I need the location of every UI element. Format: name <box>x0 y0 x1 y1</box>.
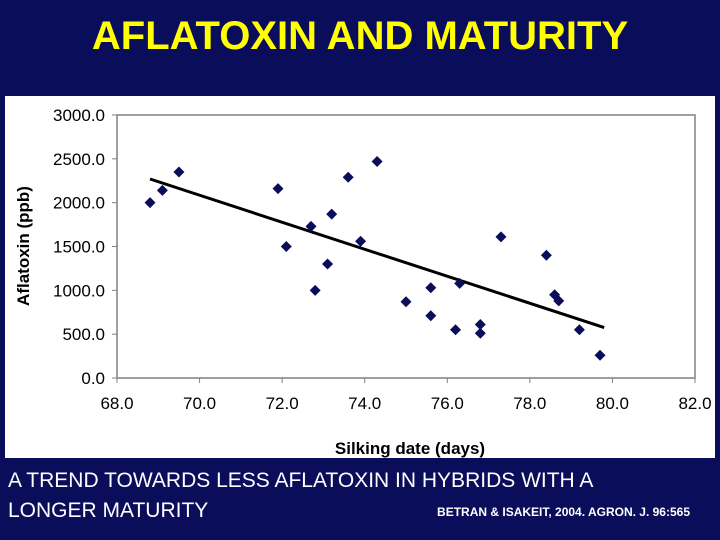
data-point <box>594 349 606 361</box>
y-tick-label: 1000.0 <box>53 281 105 300</box>
data-point <box>272 183 284 195</box>
trendline <box>149 177 605 330</box>
x-tick-label: 76.0 <box>431 394 464 413</box>
data-point <box>371 155 383 167</box>
x-tick-label: 74.0 <box>348 394 381 413</box>
data-point <box>454 277 466 289</box>
data-point <box>495 231 507 243</box>
data-point <box>305 220 317 232</box>
data-point <box>322 258 334 270</box>
data-point <box>355 235 367 247</box>
y-tick-label: 500.0 <box>62 325 105 344</box>
citation: BETRAN & ISAKEIT, 2004. AGRON. J. 96:565 <box>437 505 690 519</box>
caption-line-2: LONGER MATURITY <box>8 499 209 522</box>
data-point <box>309 284 321 296</box>
data-point <box>549 289 561 301</box>
caption: A TREND TOWARDS LESS AFLATOXIN IN HYBRID… <box>8 466 712 526</box>
x-tick-label: 68.0 <box>100 394 133 413</box>
data-point <box>280 241 292 252</box>
data-point <box>553 295 565 307</box>
trendline-layer <box>149 177 605 330</box>
data-point <box>540 249 552 261</box>
slide-title: AFLATOXIN AND MATURITY <box>91 14 629 58</box>
x-axis-ticks: 68.0 70.0 72.0 74.0 76.0 78.0 80.0 82.0 <box>100 378 712 413</box>
data-points <box>144 155 606 361</box>
y-tick-label: 0.0 <box>81 369 105 388</box>
x-tick-label: 82.0 <box>678 394 711 413</box>
scatter-chart: 0.0 500.0 1000.0 1500.0 2000.0 2500.0 3000.0 6… <box>14 106 712 458</box>
chart-panel: 0.0 500.0 1000.0 1500.0 2000.0 2500.0 3000.0 6… <box>5 96 715 458</box>
data-point <box>342 171 354 183</box>
data-point <box>400 296 412 308</box>
data-point <box>173 166 185 178</box>
y-axis-label: Aflatoxin (ppb) <box>14 186 33 306</box>
y-tick-label: 1500.0 <box>53 238 105 257</box>
caption-line-1: A TREND TOWARDS LESS AFLATOXIN IN HYBRID… <box>8 469 594 492</box>
x-tick-label: 78.0 <box>513 394 546 413</box>
x-tick-label: 70.0 <box>183 394 216 413</box>
x-axis-label: Silking date (days) <box>335 439 485 458</box>
data-point <box>425 282 437 294</box>
x-tick-label: 72.0 <box>266 394 299 413</box>
y-axis-ticks: 0.0 500.0 1000.0 1500.0 2000.0 2500.0 3000.0 <box>53 106 117 388</box>
y-tick-label: 2000.0 <box>53 194 105 213</box>
x-tick-label: 80.0 <box>596 394 629 413</box>
data-point <box>573 324 585 336</box>
data-point <box>425 310 437 322</box>
data-point <box>326 208 338 220</box>
data-point <box>144 197 156 209</box>
data-point <box>474 327 486 339</box>
y-tick-label: 2500.0 <box>53 150 105 169</box>
data-point <box>156 184 168 196</box>
data-point <box>474 319 486 331</box>
plot-area <box>116 114 696 379</box>
data-point <box>450 324 462 336</box>
y-tick-label: 3000.0 <box>53 106 105 125</box>
